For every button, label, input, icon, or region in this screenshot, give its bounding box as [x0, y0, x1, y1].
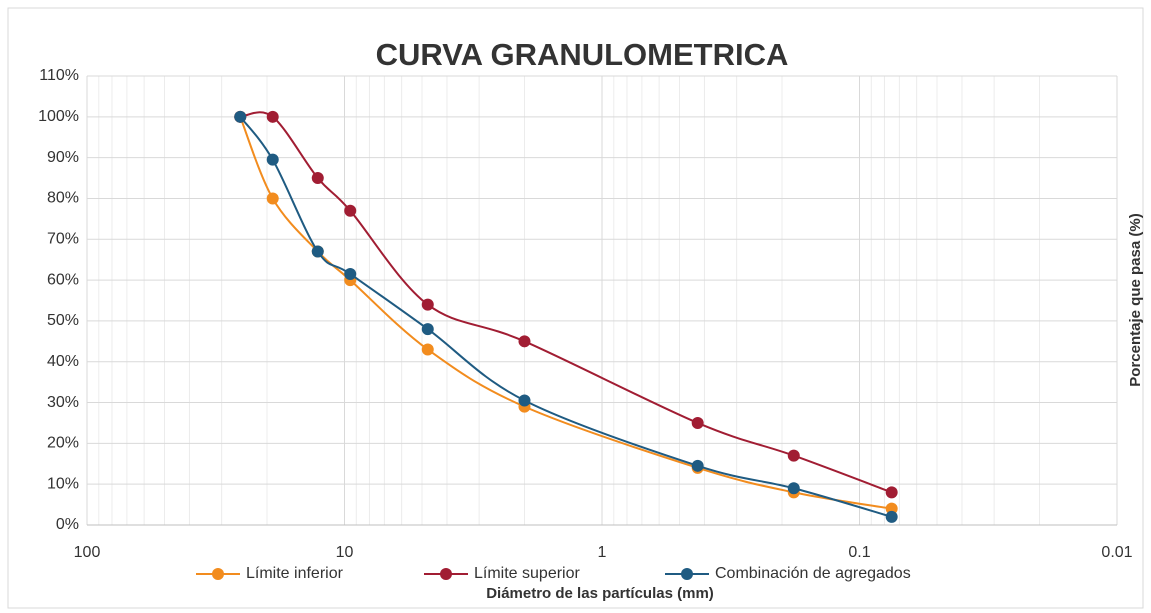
chart-border: [7, 7, 1144, 609]
y-tick-label: 100%: [38, 108, 79, 125]
x-tick-label: 10: [336, 544, 354, 561]
data-point: [234, 110, 247, 123]
y-tick-label: 40%: [47, 353, 79, 370]
data-point: [266, 110, 279, 123]
y-tick-label: 80%: [47, 190, 79, 207]
x-axis-title: Diámetro de las partículas (mm): [486, 585, 714, 602]
data-point: [311, 172, 324, 185]
data-point: [787, 482, 800, 495]
y-axis-title: Porcentaje que pasa (%): [1127, 213, 1144, 386]
data-point: [518, 394, 531, 407]
y-tick-label: 70%: [47, 230, 79, 247]
y-tick-label: 20%: [47, 435, 79, 452]
legend-marker: [212, 568, 224, 580]
legend-marker: [681, 568, 693, 580]
y-tick-label: 60%: [47, 271, 79, 288]
data-point: [691, 416, 704, 429]
data-point: [421, 323, 434, 336]
data-point: [885, 510, 898, 523]
data-point: [787, 449, 800, 462]
legend-marker: [440, 568, 452, 580]
legend-label: Combinación de agregados: [715, 565, 911, 582]
data-point: [885, 486, 898, 499]
series-line: [239, 116, 892, 510]
legend-label: Límite superior: [474, 565, 580, 582]
y-tick-label: 10%: [47, 475, 79, 492]
data-point: [344, 204, 357, 217]
data-point: [421, 343, 434, 356]
data-point: [691, 459, 704, 472]
data-point: [311, 245, 324, 258]
x-tick-label: 1: [598, 544, 607, 561]
y-tick-label: 90%: [47, 149, 79, 166]
legend-label: Límite inferior: [246, 565, 344, 582]
data-point: [344, 267, 357, 280]
x-tick-label: 0.1: [848, 544, 870, 561]
data-point: [266, 192, 279, 205]
data-point: [518, 335, 531, 348]
y-tick-label: 50%: [47, 312, 79, 329]
series-line: [239, 116, 892, 518]
y-tick-label: 0%: [56, 516, 79, 533]
x-tick-label: 0.01: [1101, 544, 1132, 561]
data-point: [266, 153, 279, 166]
x-tick-label: 100: [74, 544, 101, 561]
series-line: [240, 111, 893, 494]
y-tick-label: 30%: [47, 394, 79, 411]
data-point: [421, 298, 434, 311]
y-tick-label: 110%: [39, 67, 79, 84]
chart-title: CURVA GRANULOMETRICA: [376, 37, 789, 72]
